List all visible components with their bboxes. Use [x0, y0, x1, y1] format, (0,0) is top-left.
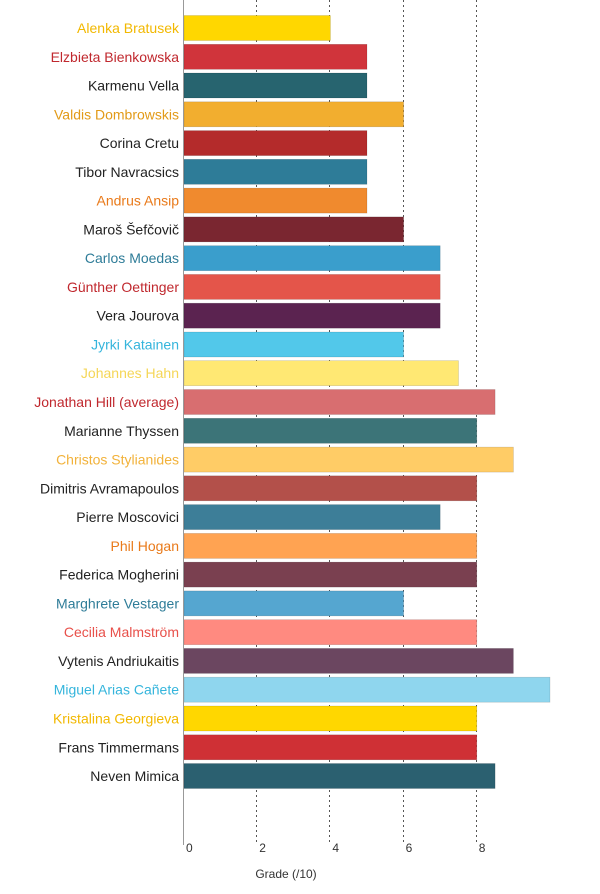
bar: [183, 159, 368, 185]
category-label: Phil Hogan: [111, 538, 180, 554]
bar: [183, 101, 404, 128]
bar: [183, 43, 368, 70]
category-label: Marghrete Vestager: [56, 595, 179, 611]
bar: [183, 216, 404, 243]
bar: [183, 389, 496, 415]
bar: [183, 619, 478, 646]
bar: [183, 15, 331, 41]
category-label: Johannes Hahn: [81, 365, 179, 381]
category-label: Alenka Bratusek: [77, 20, 180, 36]
bar: [183, 734, 478, 761]
bar: [183, 763, 496, 789]
x-tick-label: 2: [259, 841, 266, 855]
bar: [183, 446, 514, 473]
bar: [183, 648, 514, 674]
x-tick-label: 8: [479, 841, 486, 855]
bar: [183, 705, 478, 732]
category-label: Pierre Moscovici: [76, 509, 179, 525]
category-label: Elzbieta Bienkowska: [51, 49, 180, 65]
x-tick-label: 4: [332, 841, 339, 855]
x-tick-label: 0: [186, 841, 193, 855]
category-label: Kristalina Georgieva: [53, 711, 179, 727]
bar: [183, 533, 478, 559]
category-label: Dimitris Avramapoulos: [40, 480, 179, 496]
bar: [183, 360, 459, 387]
bar: [183, 245, 441, 271]
bar: [183, 504, 441, 530]
category-label: Vera Jourova: [97, 308, 180, 324]
x-tick-label: 6: [406, 841, 413, 855]
category-label: Corina Cretu: [100, 135, 179, 151]
category-label: Jonathan Hill (average): [34, 394, 179, 410]
x-axis-title: Grade (/10): [255, 867, 316, 881]
x-tick-labels: 0 2 4 6 8: [186, 841, 486, 855]
bar: [183, 417, 478, 444]
bar: [183, 72, 368, 99]
category-label: Jyrki Katainen: [91, 337, 179, 353]
bar: [183, 561, 478, 588]
category-label: Miguel Arias Cañete: [54, 682, 180, 698]
category-labels: Alenka Bratusek Elzbieta Bienkowska Karmen…: [34, 20, 180, 784]
category-label: Marianne Thyssen: [64, 423, 179, 439]
category-label: Andrus Ansip: [97, 193, 180, 209]
category-label: Frans Timmermans: [58, 739, 179, 755]
bar: [183, 676, 551, 703]
category-label: Cecilia Malmström: [64, 624, 179, 640]
category-label: Tibor Navracsics: [75, 164, 179, 180]
category-label: Federica Mogherini: [59, 567, 179, 583]
bar: [183, 302, 441, 329]
category-label: Christos Stylianides: [56, 452, 179, 468]
category-label: Carlos Moedas: [85, 250, 179, 266]
bars: [183, 15, 551, 789]
category-label: Valdis Dombrowskis: [54, 106, 179, 122]
bar: [183, 130, 368, 156]
category-label: Maroš Šefčovič: [83, 221, 179, 237]
category-label: Neven Mimica: [90, 768, 179, 784]
bar: [183, 274, 441, 300]
category-label: Karmenu Vella: [88, 78, 179, 94]
category-label: Vytenis Andriukaitis: [58, 653, 179, 669]
bar: [183, 331, 404, 358]
bar: [183, 187, 368, 214]
bar: [183, 475, 478, 502]
bar: [183, 590, 404, 617]
category-label: Günther Oettinger: [67, 279, 179, 295]
